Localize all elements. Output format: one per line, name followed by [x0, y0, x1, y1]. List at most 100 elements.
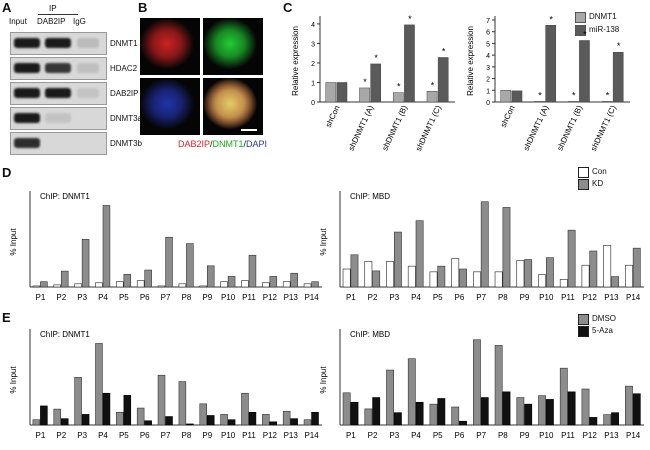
blot-band	[45, 63, 71, 73]
y-tick-label: 0	[486, 100, 490, 107]
y-tick-label: 7	[486, 18, 490, 25]
bar-Con-P14	[303, 283, 312, 288]
chart-d-right: ChIP: MBD % Input P1 P2 P3 P4 P5 P6 P7 P8 P9 P10 P11…	[319, 191, 644, 302]
bar-DNMT1-shDNMT1 (C)	[426, 91, 438, 103]
bar-KD-P5	[123, 273, 132, 288]
y-tick-label: 2	[486, 77, 490, 84]
bar-5-Aza-P13	[611, 412, 619, 426]
bar-DMSO-P8	[178, 381, 187, 426]
bar-Con-P3	[386, 261, 394, 288]
bar-DMSO-P1	[342, 392, 351, 426]
bar-DMSO-P6	[136, 407, 145, 426]
bar-DMSO-P9	[516, 397, 525, 426]
bar-KD-P2	[372, 270, 381, 288]
bar-Con-P9	[199, 285, 207, 288]
bar-DMSO-P13	[603, 414, 612, 426]
y-tick-label: 2	[311, 61, 315, 68]
bar-KD-P12	[589, 250, 598, 288]
stain-dab2ip: DAB2IP	[178, 139, 211, 149]
bar-KD-P9	[206, 265, 215, 288]
micrograph-dnmt1	[203, 18, 263, 75]
bar-KD-P6	[144, 269, 152, 288]
bar-DMSO-P3	[386, 369, 394, 426]
bar-DMSO-P2	[53, 408, 61, 426]
bar-DMSO-P4	[95, 343, 103, 426]
bar-Con-P12	[262, 282, 270, 288]
bar-5-Aza-P13	[290, 418, 298, 426]
blot-label-dab2ip: DAB2IP	[110, 89, 139, 98]
y-tick-label: 1	[486, 88, 490, 95]
x-tick-label: P12	[583, 293, 598, 302]
y-axis-label: % Input	[319, 366, 328, 394]
bar-DMSO-P11	[241, 392, 249, 426]
y-tick-label: 5	[486, 41, 490, 48]
x-tick-label: P9	[520, 431, 530, 440]
bar-DNMT1-shDNMT1 (A)	[534, 101, 545, 103]
bar-5-Aza-P7	[480, 397, 489, 426]
panel-label-b: B	[138, 0, 148, 15]
bar-KD-P13	[290, 272, 298, 288]
bar-Con-P11	[559, 279, 568, 288]
bar-DNMT1-shCon	[500, 90, 512, 103]
legend-label: miR-138	[589, 25, 620, 34]
x-tick-label: P13	[604, 431, 619, 440]
blot-band	[77, 88, 99, 98]
legend-swatch	[578, 167, 589, 178]
x-tick-label: P13	[284, 293, 299, 302]
x-tick-label: P9	[202, 293, 212, 302]
bar-miR-138-shDNMT1 (B)	[579, 40, 590, 103]
bar-5-Aza-P5	[437, 398, 446, 426]
bar-miR-138-shDNMT1 (C)	[612, 51, 624, 103]
x-tick-label: P12	[583, 431, 598, 440]
x-tick-label: shDNMT1 (A)	[522, 104, 551, 152]
bar-DMSO-P10	[220, 414, 228, 426]
x-tick-label: P14	[304, 293, 319, 302]
significance-star: *	[408, 14, 412, 24]
bar-KD-P1	[40, 281, 48, 288]
bar-DNMT1-shDNMT1 (B)	[392, 92, 404, 103]
blot-label-dnmt3a: DNMT3a	[110, 114, 143, 123]
x-tick-label: P3	[389, 431, 399, 440]
x-tick-label: P7	[161, 293, 171, 302]
bar-Con-P8	[178, 283, 187, 288]
bar-KD-P7	[480, 201, 489, 288]
bar-5-Aza-P9	[206, 415, 215, 426]
bar-Con-P14	[625, 264, 633, 288]
bar-Con-P13	[603, 245, 612, 288]
legend-swatch	[575, 12, 586, 23]
bar-DMSO-P2	[364, 408, 373, 426]
bar-DMSO-P12	[262, 414, 270, 426]
x-tick-label: P6	[455, 293, 465, 302]
y-axis-label: % Input	[9, 228, 18, 256]
bar-5-Aza-P11	[567, 391, 576, 426]
blot-band	[14, 38, 40, 48]
blot-band	[45, 113, 71, 123]
x-tick-label: P8	[182, 293, 192, 302]
lane-label-dab2ip: DAB2IP	[37, 17, 66, 26]
x-tick-label: P14	[626, 293, 641, 302]
significance-star: *	[374, 53, 378, 63]
bar-DNMT1-shDNMT1 (B)	[567, 101, 579, 103]
bar-Con-P1	[32, 285, 41, 288]
bar-DMSO-P6	[451, 406, 460, 426]
bar-KD-P11	[248, 254, 257, 288]
bar-Con-P6	[451, 258, 460, 288]
bar-5-Aza-P6	[144, 420, 152, 426]
bar-Con-P9	[516, 260, 525, 288]
bar-miR-138-shDNMT1 (A)	[545, 25, 557, 103]
y-tick-label: 4	[311, 22, 315, 29]
blot-band	[45, 88, 71, 98]
bar-Con-P11	[241, 280, 249, 288]
bar-KD-P8	[502, 207, 511, 288]
bar-5-Aza-P8	[502, 391, 511, 426]
y-axis-label: % Input	[9, 366, 18, 394]
bar-KD-P4	[102, 205, 111, 288]
x-tick-label: shDNMT1 (A)	[347, 104, 376, 152]
bar-5-Aza-P2	[60, 418, 69, 426]
x-tick-label: P3	[389, 293, 399, 302]
bar-Con-P5	[429, 271, 438, 288]
x-tick-label: P10	[539, 293, 554, 302]
significance-star: *	[363, 77, 367, 87]
blot-label-dnmt3b: DNMT3b	[110, 139, 143, 148]
bar-KD-P2	[60, 270, 69, 288]
